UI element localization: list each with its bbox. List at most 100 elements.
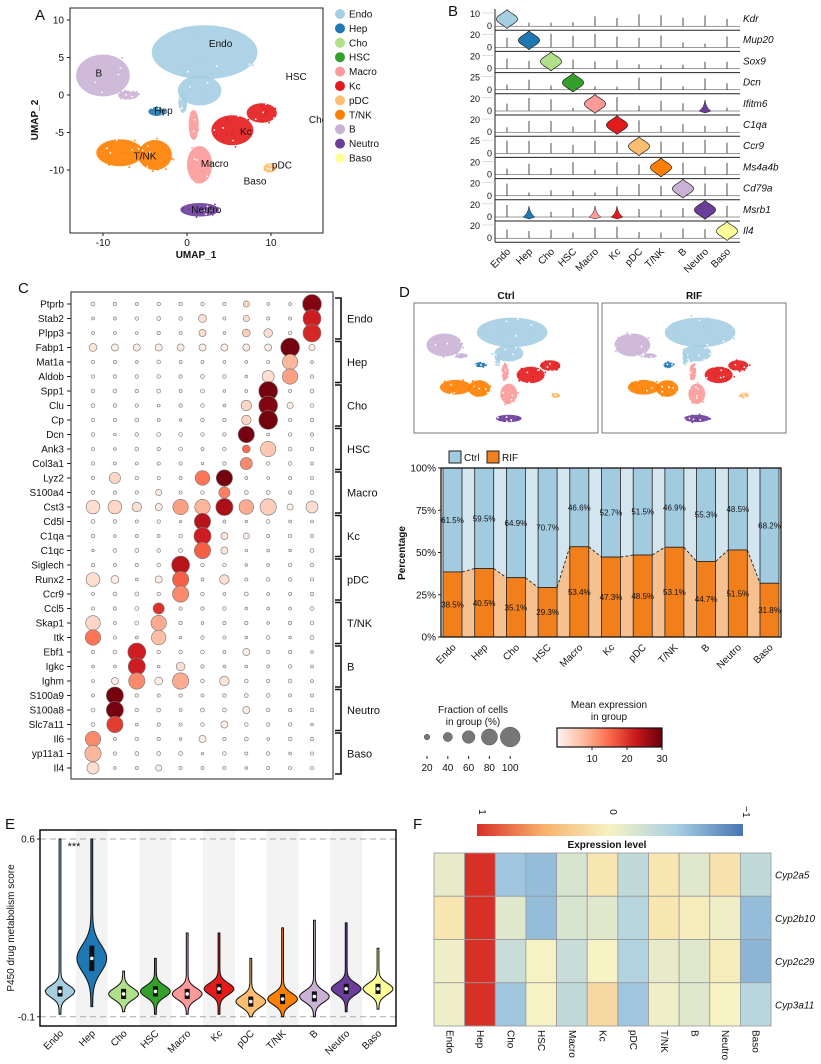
umap-cell-point (204, 211, 207, 214)
violin-median (185, 992, 189, 996)
umap-cell-point (205, 74, 207, 77)
umap-cluster-blob (704, 366, 733, 384)
umap-cell-point (502, 321, 504, 324)
dot (90, 707, 96, 713)
dot (200, 403, 205, 408)
umap-cell-point (554, 369, 556, 372)
gene-label: Msrb1 (743, 205, 771, 216)
umap-title: RIF (686, 291, 702, 302)
violin-body (235, 957, 267, 1018)
dot (309, 620, 315, 626)
umap-cell-point (222, 139, 225, 142)
umap-cell-point (731, 362, 734, 365)
umap-cell-point (475, 387, 478, 390)
dot (309, 533, 315, 539)
umap-cell-point (502, 337, 505, 340)
umap-cell-point (115, 139, 118, 142)
dot (113, 432, 117, 437)
dot (113, 331, 117, 335)
dot (309, 635, 315, 640)
dot (244, 606, 249, 611)
column-label: Hep (474, 1030, 485, 1049)
umap-cell-point (683, 355, 685, 358)
dot (266, 432, 270, 437)
umap-cluster-blob (494, 345, 524, 362)
legend-swatch (335, 9, 345, 19)
umap-cell-point (666, 325, 669, 328)
umap-cell-point (234, 145, 237, 148)
umap-cell-point (695, 386, 697, 389)
legend-label: Neutro (349, 139, 379, 150)
alluvium-ctrl (493, 468, 507, 578)
umap-cell-point (179, 105, 182, 108)
dot (287, 736, 293, 742)
umap-cell-point (641, 388, 644, 391)
umap-cluster-kc (211, 103, 277, 148)
umap-cell-point (263, 112, 266, 115)
size-legend-dot (481, 728, 498, 746)
heatmap-cell (740, 982, 772, 1027)
colorbar-tick-label: 1 (476, 809, 487, 815)
dot (222, 664, 227, 669)
umap-cluster-pdc (738, 392, 750, 399)
dot (156, 446, 161, 452)
umap-cell-point (656, 380, 658, 383)
data-label-ctrl: 59.5% (473, 514, 496, 523)
umap-cell-point (512, 330, 515, 332)
umap-cell-point (502, 359, 505, 362)
umap-cell-point (704, 347, 707, 350)
heatmap-cell (586, 982, 619, 1027)
dot (222, 707, 227, 713)
dot (134, 766, 139, 770)
umap-cell-point (548, 334, 551, 337)
umap-cell-point (473, 385, 475, 388)
umap-cell-point (727, 369, 730, 372)
umap-cell-point (191, 146, 194, 149)
data-label-rif: 35.1% (505, 603, 528, 612)
umap-cell-point (138, 93, 141, 96)
umap-cell-point (640, 355, 643, 358)
alluvium-boundary (620, 554, 634, 558)
umap-cell-point (531, 376, 534, 379)
umap-cell-point (669, 366, 671, 368)
dot (134, 693, 139, 698)
umap-cell-point (505, 416, 508, 418)
heatmap-cell (648, 895, 680, 940)
x-tick-label: Endo (489, 246, 514, 271)
group-label: Neutro (347, 705, 380, 717)
legend-label: HSC (349, 53, 370, 64)
group-bracket-pdc: pDC (335, 558, 369, 601)
umap-cell-point (640, 345, 643, 348)
umap-cell-point (216, 94, 218, 97)
umap-cell-point (146, 165, 149, 168)
umap-cell-point (194, 124, 197, 126)
umap-cell-point (156, 137, 158, 140)
y-tick-label: 0 (58, 91, 64, 102)
group-label: B (347, 662, 354, 674)
dot (178, 519, 183, 524)
dot (172, 571, 190, 588)
umap-cell-point (513, 347, 515, 350)
dot (151, 629, 167, 646)
dotplot-row-mat1a: Mat1a (36, 353, 314, 371)
row-ytick-top: 20 (470, 200, 480, 210)
gene-label: Il4 (53, 764, 64, 775)
alluvium-rif (493, 568, 507, 637)
umap-cell-point (722, 375, 725, 378)
gene-label: Cp (51, 416, 64, 427)
data-label-ctrl: 70.7% (536, 524, 559, 533)
umap-cell-point (714, 375, 716, 378)
umap-cluster-blob (96, 139, 144, 167)
violin-b (672, 179, 694, 199)
umap-cell-point (684, 346, 687, 348)
dot (288, 693, 293, 698)
dot (200, 664, 205, 669)
umap-cell-point (161, 113, 164, 115)
dot (288, 533, 293, 539)
umap-cell-point (193, 158, 196, 160)
umap-cell-point (647, 337, 650, 339)
bracket (335, 471, 342, 514)
umap-cell-point (655, 355, 657, 358)
umap-cell-point (261, 120, 264, 123)
heatmap-cell (678, 939, 711, 984)
